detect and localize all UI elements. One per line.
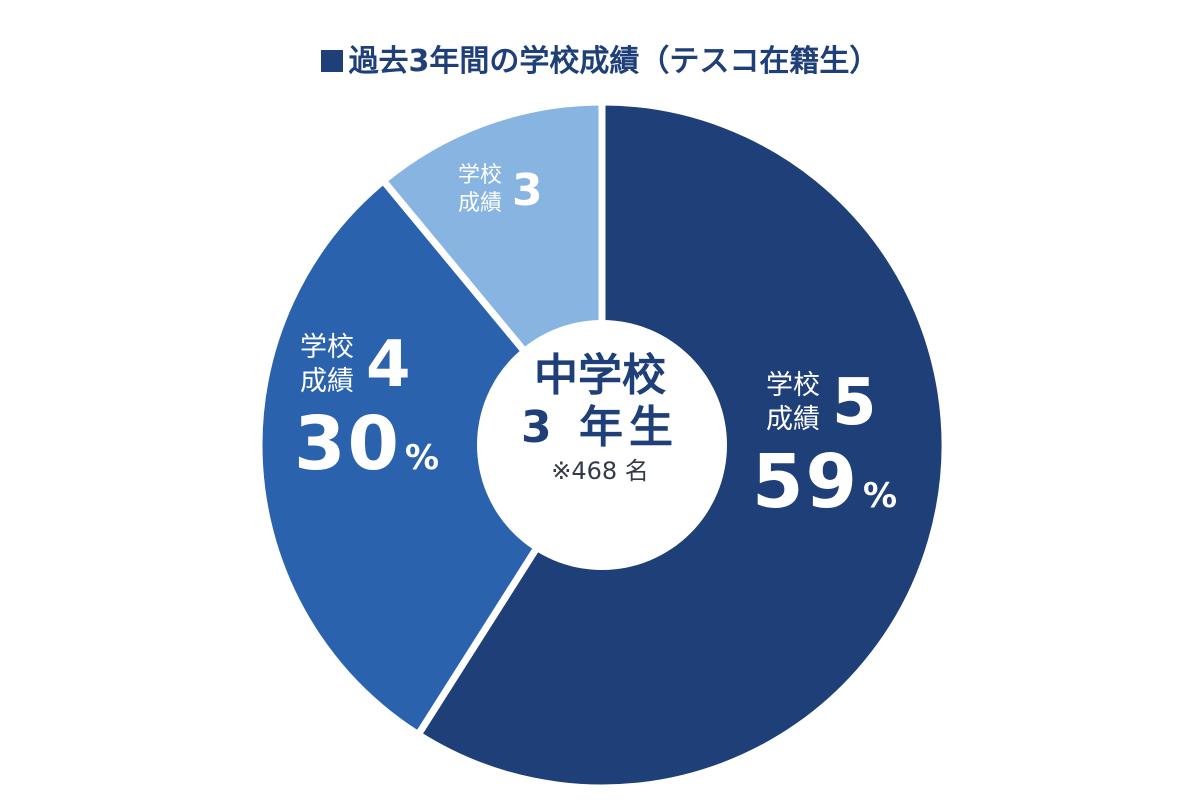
slice-name: 学校成績: [766, 370, 820, 435]
center-hole: [477, 320, 727, 570]
slice-label-grade-5: 学校成績 5 59%: [752, 366, 897, 538]
center-label-line1: 中学校: [534, 350, 666, 401]
slice-name: 学校成績: [300, 332, 354, 397]
center-label-line2: 3 年生: [521, 402, 679, 453]
center-label: 中学校 3 年生 ※468 名: [480, 350, 720, 488]
slice-percent: 59%: [752, 440, 897, 538]
slice-percent-value: 30: [294, 401, 401, 487]
square-bullet-icon: [320, 50, 343, 72]
slice-percent: 30%: [294, 402, 439, 500]
slice-label-grade-4: 学校成績 4 30%: [294, 328, 439, 500]
slice-grade-4: [255, 175, 607, 740]
slice-percent-value: 59: [752, 439, 859, 525]
slice-name: 学校成績: [458, 163, 503, 216]
slice-grade: 4: [366, 328, 411, 402]
chart-title-text: 過去3年間の学校成績（テスコ在籍生）: [348, 44, 880, 79]
chart-title: 過去3年間の学校成績（テスコ在籍生）: [0, 36, 1200, 80]
slice-percent-unit: %: [404, 438, 440, 478]
slice-percent-unit: %: [862, 476, 898, 516]
slice-grade: 5: [832, 366, 877, 440]
slice-label-grade-3: 学校成績 3: [458, 162, 543, 218]
slice-grade: 3: [512, 164, 543, 216]
center-label-note: ※468 名: [551, 457, 649, 485]
